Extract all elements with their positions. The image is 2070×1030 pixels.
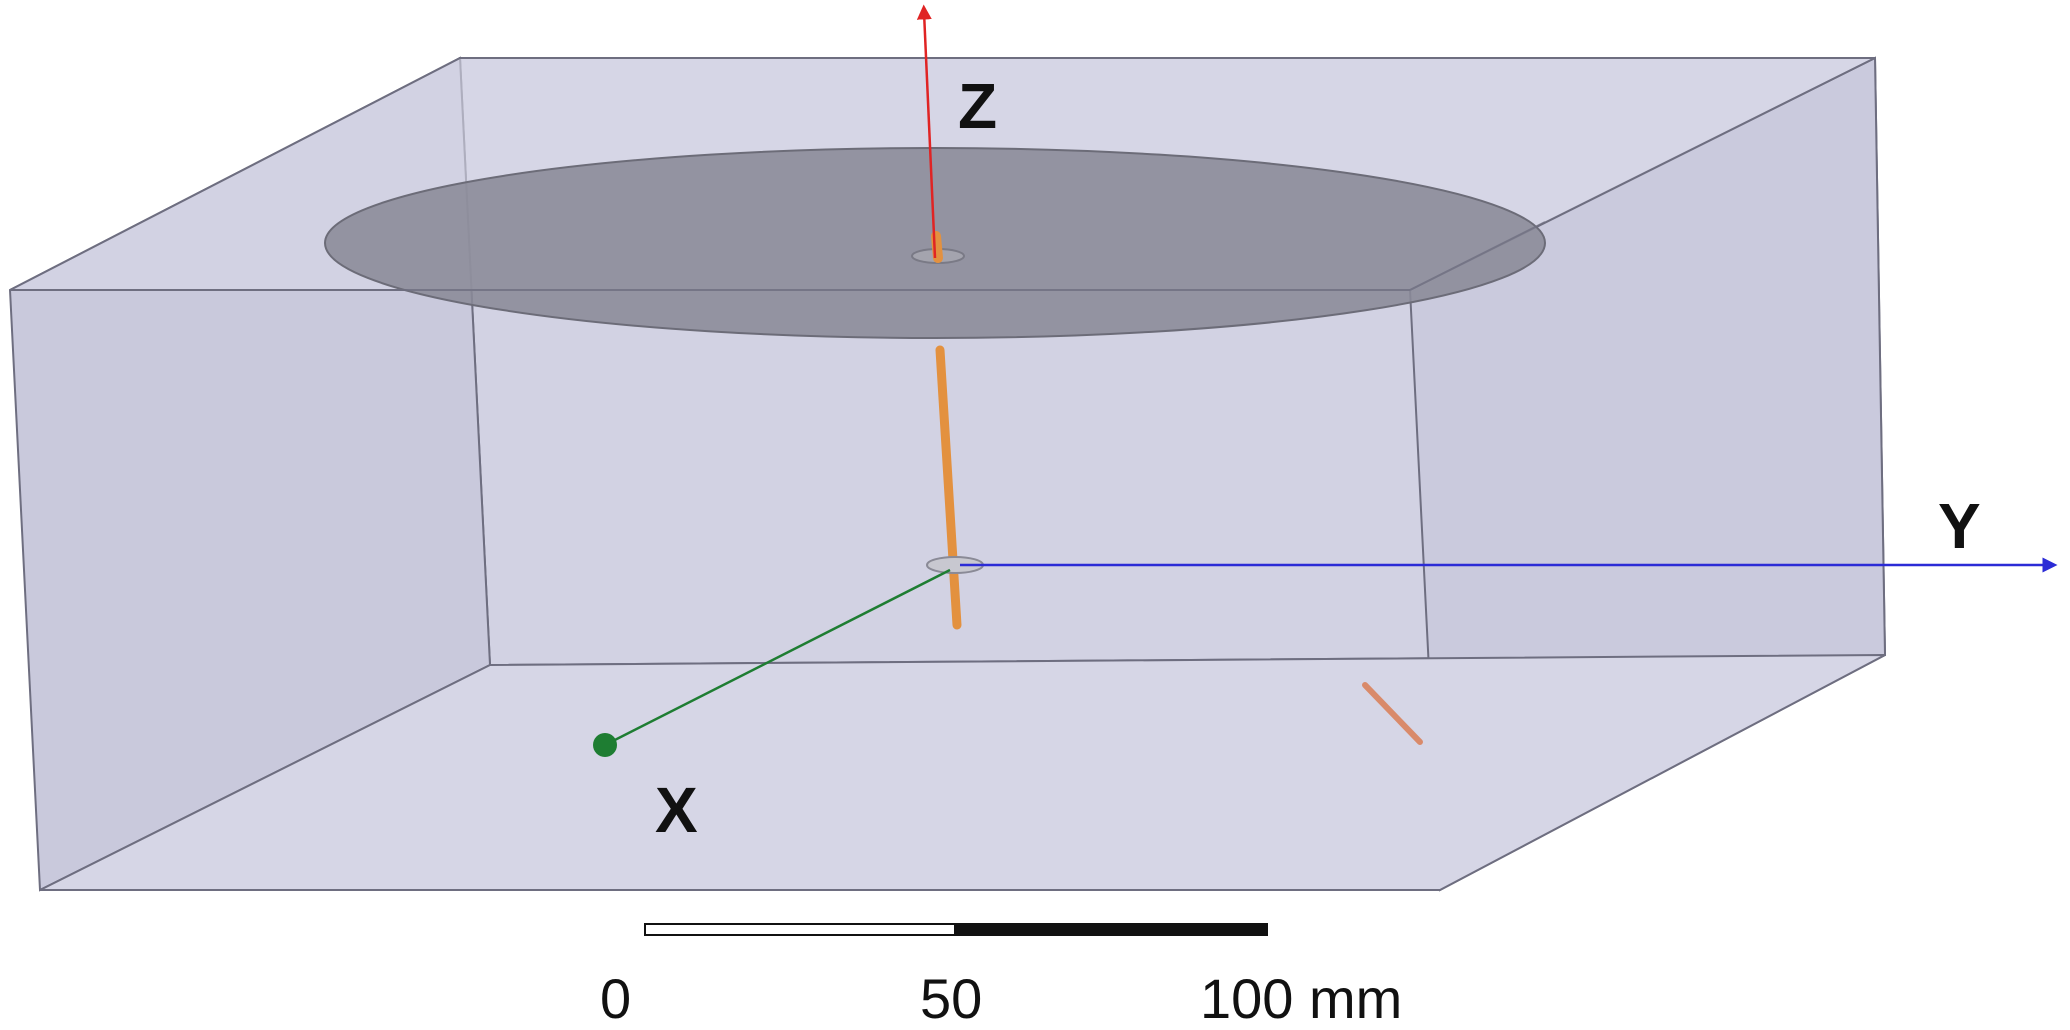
scale-tick-100: 100 mm — [1200, 967, 1402, 1030]
y-axis-label: Y — [1938, 490, 1981, 562]
probe-upper — [931, 231, 943, 263]
probe-lower — [935, 345, 962, 630]
z-axis — [916, 4, 937, 259]
x-axis-end-dot — [593, 733, 617, 757]
scale-tick-50: 50 — [920, 967, 982, 1030]
scale-bar-black-segment — [954, 923, 1268, 936]
x-axis — [604, 568, 951, 747]
scale-bar-white-segment — [644, 923, 956, 936]
box-edge-over-disk-diag — [1409, 221, 1546, 291]
scale-tick-0: 0 — [600, 967, 631, 1030]
scale-bar: 0 50 100 mm — [600, 923, 1402, 1030]
z-axis-label: Z — [958, 70, 997, 142]
x-axis-label: X — [655, 774, 698, 846]
feed-element — [1362, 682, 1423, 745]
box-bottom-face — [39, 654, 1886, 891]
